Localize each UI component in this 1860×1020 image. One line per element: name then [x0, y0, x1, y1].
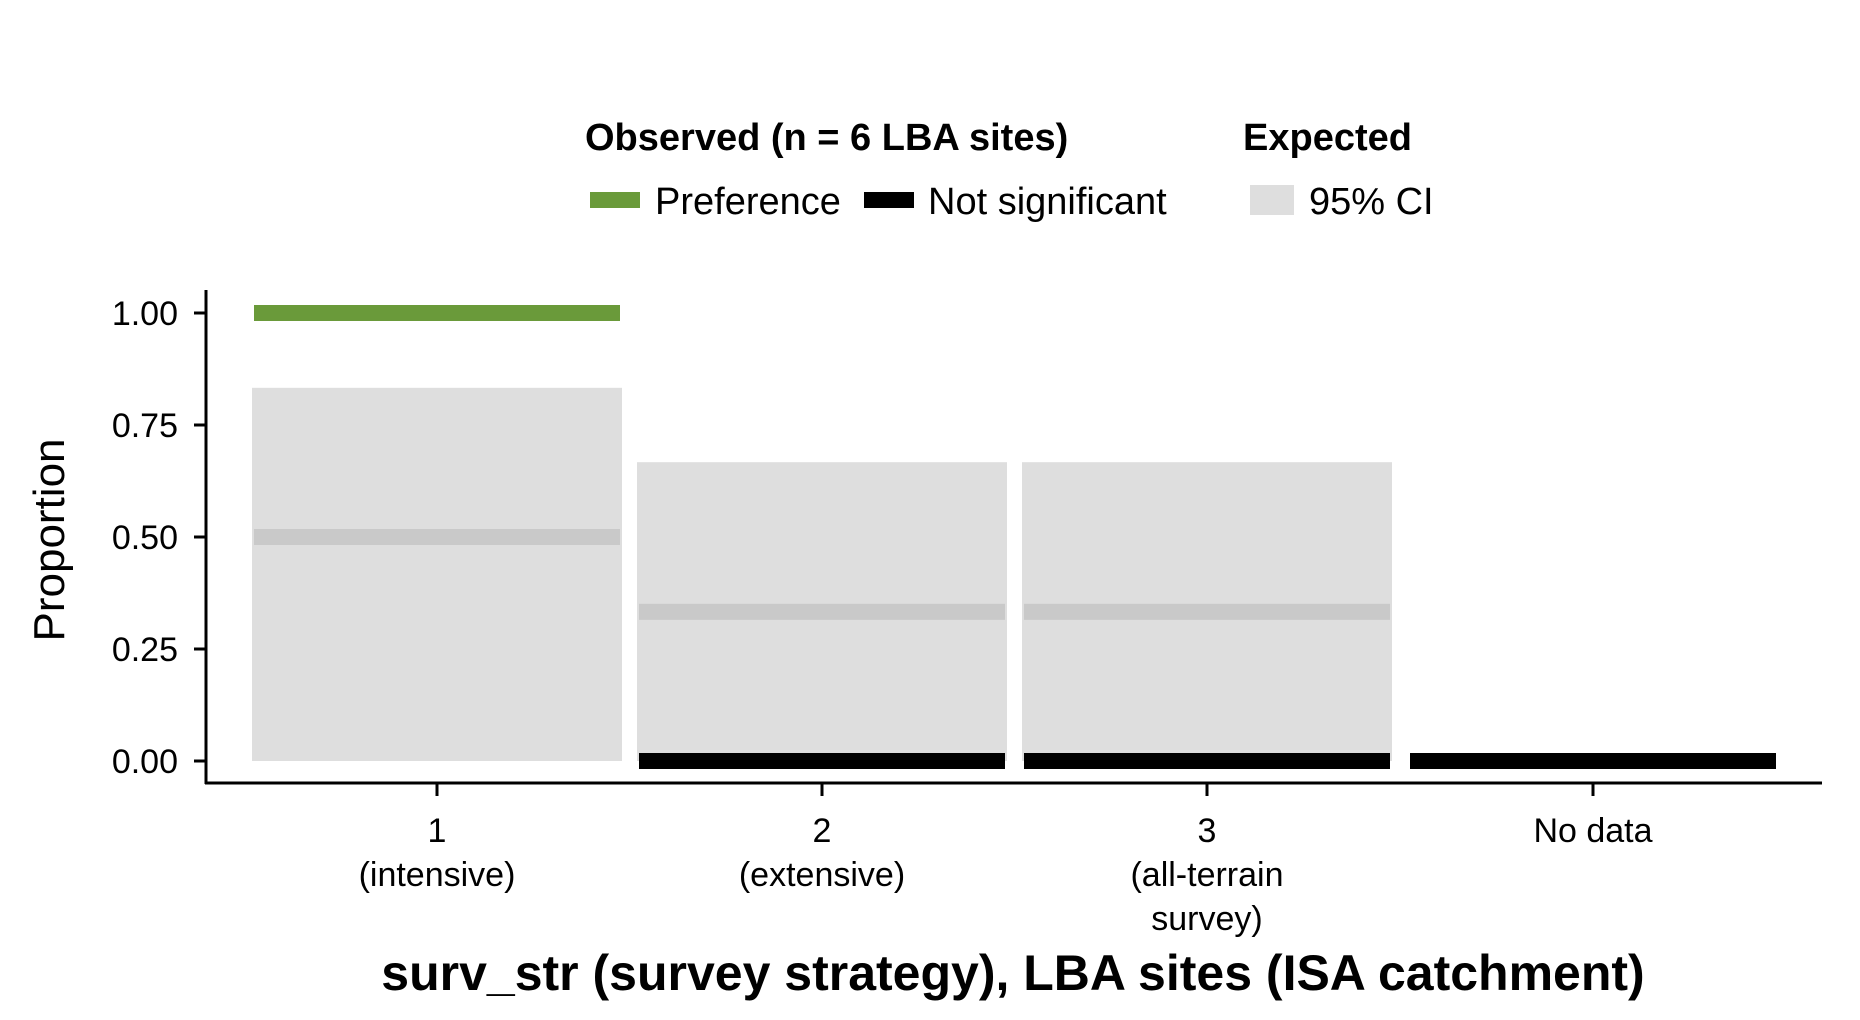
legend-key-preference [590, 192, 640, 208]
ci-box-1 [252, 387, 622, 761]
legend: Observed (n = 6 LBA sites) Expected Pref… [585, 117, 1434, 223]
observed-bar-3 [1024, 753, 1390, 769]
y-tick-label: 0.25 [112, 631, 178, 669]
x-tick-label: (intensive) [359, 856, 516, 894]
x-tick-label: 2 [813, 812, 832, 850]
y-tick-label: 0.75 [112, 407, 178, 445]
x-axis-title: surv_str (survey strategy), LBA sites (I… [381, 945, 1644, 1001]
y-tick-label: 1.00 [112, 295, 178, 333]
legend-label-preference: Preference [655, 181, 841, 223]
legend-label-ci: 95% CI [1309, 181, 1434, 223]
x-tick-label: (extensive) [739, 856, 905, 894]
ci-layer [252, 387, 1392, 761]
expected-line-3 [1024, 603, 1390, 620]
observed-bar-4 [1410, 753, 1776, 769]
y-ticks: 0.00 0.25 0.50 0.75 1.00 [112, 295, 206, 781]
x-ticks: 1 (intensive) 2 (extensive) 3 (all-terrain sur… [359, 783, 1653, 938]
observed-layer [254, 305, 1776, 769]
expected-layer [254, 529, 1390, 620]
legend-label-not-significant: Not significant [928, 181, 1167, 223]
y-tick-label: 0.00 [112, 743, 178, 781]
legend-observed-title: Observed (n = 6 LBA sites) [585, 117, 1068, 159]
observed-bar-2 [639, 753, 1005, 769]
legend-expected-title: Expected [1243, 117, 1412, 159]
x-tick-label: 1 [428, 812, 447, 850]
x-tick-label: survey) [1151, 900, 1262, 938]
legend-key-ci [1250, 185, 1294, 215]
x-tick-label: No data [1533, 812, 1652, 850]
x-tick-label: 3 [1198, 812, 1217, 850]
expected-line-2 [639, 603, 1005, 620]
observed-bar-1 [254, 305, 620, 321]
expected-line-1 [254, 529, 620, 545]
x-tick-label: (all-terrain [1130, 856, 1283, 894]
y-axis-title: Proportion [25, 438, 74, 641]
legend-key-not-significant [864, 192, 914, 208]
y-tick-label: 0.50 [112, 519, 178, 557]
